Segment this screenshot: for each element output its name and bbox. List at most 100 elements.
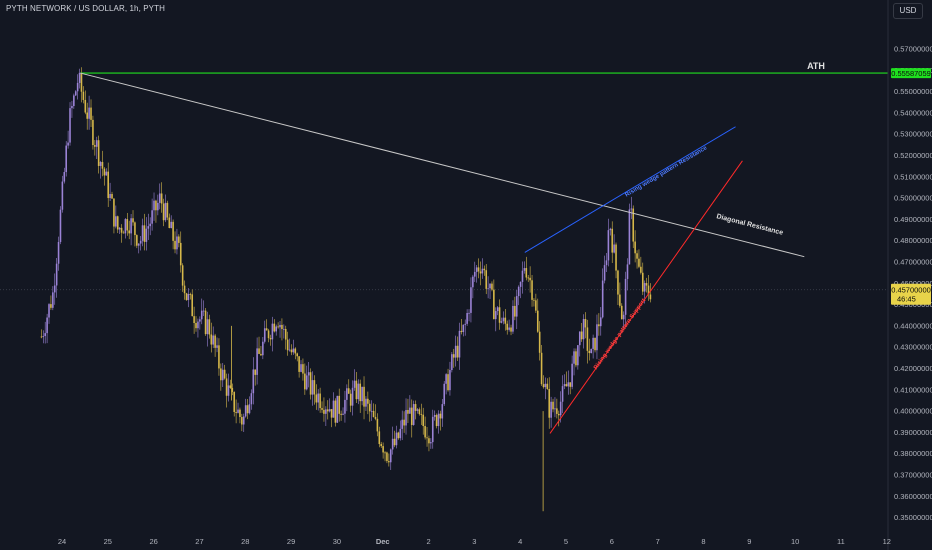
candle-body [105, 171, 108, 176]
candle-body [640, 266, 642, 273]
candle-body [162, 203, 165, 221]
candle-body [349, 393, 352, 406]
candle-body [433, 415, 436, 417]
candle-body [525, 268, 528, 278]
candle-body [586, 327, 589, 351]
x-tick-label: 30 [333, 537, 341, 546]
y-tick-label: 0.47000000 [894, 258, 932, 267]
candle-body [200, 310, 203, 320]
candle-body [452, 354, 455, 358]
candle-body [193, 316, 195, 324]
candles [40, 67, 652, 512]
candle-body [302, 364, 304, 374]
candle-body [78, 72, 81, 83]
candle-body [137, 243, 140, 246]
candle-body [515, 296, 518, 317]
candle-body [416, 409, 419, 411]
time-axis[interactable]: 24 25 26 27 28 29 30 Dec 2 3 4 5 6 7 8 9 10 11 12 [58, 537, 891, 546]
candle-body [107, 171, 110, 199]
candle-body [332, 400, 335, 418]
candle-body [449, 370, 451, 391]
candle-body [206, 319, 209, 335]
candle-body [611, 228, 614, 253]
candle-body [393, 438, 396, 446]
candle-body [94, 145, 96, 147]
candle-body [50, 304, 52, 308]
candle-body [126, 219, 129, 231]
candle-body [48, 304, 50, 318]
candle-body [330, 409, 333, 418]
candle-body [181, 265, 184, 286]
candle-body [326, 409, 329, 412]
candle-body [340, 413, 342, 415]
candle-body [71, 106, 73, 109]
candle-body [559, 401, 562, 416]
candle-body [535, 300, 537, 311]
candle-body [239, 409, 241, 418]
candle-body [317, 393, 320, 403]
candle-body [242, 416, 245, 425]
candle-body [481, 268, 484, 274]
candle-body [552, 401, 554, 410]
candle-body [342, 413, 344, 415]
candle-body [531, 280, 533, 300]
candle-body [346, 388, 348, 400]
candle-body [202, 310, 205, 312]
candle-body [288, 349, 291, 351]
candle-body [384, 452, 386, 454]
candle-body [309, 372, 312, 395]
candle-body [300, 364, 302, 372]
candle-body [592, 337, 594, 349]
candle-body [380, 444, 383, 447]
x-tick-label: 2 [426, 537, 430, 546]
candle-body [336, 395, 339, 423]
candle-body [267, 330, 270, 339]
candle-body [334, 400, 337, 423]
candle-body [170, 221, 173, 229]
candle-body [548, 388, 551, 418]
x-tick-label: 10 [791, 537, 799, 546]
candle-body [460, 330, 463, 333]
candle-body [500, 321, 503, 323]
candle-body [355, 380, 358, 400]
candle-body [466, 313, 468, 324]
candle-body [304, 373, 306, 390]
candle-body [638, 258, 640, 267]
candle-body [248, 404, 251, 414]
candle-body [441, 404, 444, 419]
candle-body [361, 386, 363, 402]
candle-body [420, 414, 423, 415]
candle-body [617, 270, 619, 295]
currency-button[interactable]: USD [893, 3, 923, 19]
candle-body [391, 438, 394, 450]
candle-body [73, 95, 75, 107]
y-tick-label: 0.44000000 [894, 321, 932, 330]
y-tick-label: 0.55000000 [894, 87, 932, 96]
candle-body [622, 314, 625, 320]
candle-body [168, 217, 171, 229]
price-axis[interactable]: 0.570000000.560000000.550000000.54000000… [894, 45, 932, 523]
x-tick-label: 12 [883, 537, 891, 546]
candle-body [225, 378, 228, 396]
candle-body [563, 384, 566, 387]
candle-body [412, 404, 415, 425]
candle-body [523, 268, 526, 271]
candle-body [443, 383, 446, 405]
candle-body [395, 432, 398, 446]
candle-body [103, 168, 106, 176]
y-tick-label: 0.37000000 [894, 471, 932, 480]
x-tick-label: 4 [518, 537, 522, 546]
candle-body [565, 384, 568, 387]
x-tick-label: 3 [472, 537, 476, 546]
candle-body [174, 240, 176, 250]
candle-body [143, 225, 146, 242]
y-tick-label: 0.36000000 [894, 492, 932, 501]
candle-body [97, 140, 100, 166]
candle-body [489, 283, 491, 289]
candle-body [569, 382, 572, 387]
candle-body [472, 276, 474, 288]
trendlines [80, 72, 888, 434]
candle-body [605, 260, 608, 266]
candle-body [84, 99, 87, 113]
